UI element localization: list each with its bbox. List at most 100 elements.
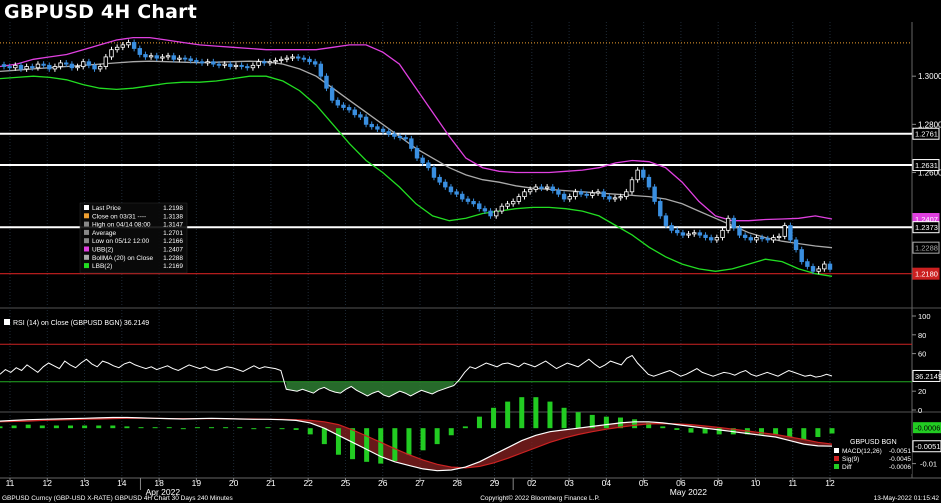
x-tick-label: 18 (154, 478, 164, 488)
candle-body (494, 210, 499, 217)
candle-body (312, 61, 318, 65)
y-tick-label: 1.2600 (918, 169, 941, 178)
legend-label: High on 04/14 08:00 (92, 222, 151, 229)
candle-body (245, 66, 250, 69)
candle-body (47, 64, 52, 70)
x-tick-label: 22 (303, 478, 313, 488)
x-tick-label: 11 (788, 478, 797, 488)
diff-bar (265, 427, 271, 429)
candle-body (1, 64, 7, 67)
macd-legend-swatch (834, 448, 839, 453)
diff-bar (321, 428, 327, 445)
candle-body (431, 167, 437, 178)
diff-bar (138, 427, 144, 429)
diff-bar (293, 428, 299, 430)
candle-body (256, 61, 261, 66)
rsi-oversold-fill (286, 381, 454, 397)
x-tick-label: 20 (229, 478, 239, 488)
candle-body (788, 225, 793, 241)
legend-value: 1.2407 (163, 247, 183, 254)
diff-bar (209, 427, 215, 429)
candle-body (64, 62, 69, 65)
diff-bar (307, 428, 313, 435)
candle-body (375, 126, 380, 130)
diff-bar (237, 427, 243, 429)
legend-swatch (84, 263, 89, 269)
candle-body (505, 203, 510, 207)
candle-body (216, 63, 222, 66)
x-tick-label: 29 (490, 478, 500, 488)
footer: GBPUSD Curncy (GBP-USD X-RATE) GBPUSD 4H… (2, 494, 939, 502)
candle-body (358, 114, 363, 118)
candle-body (182, 57, 188, 60)
candle-body (692, 232, 697, 235)
candle-body (550, 186, 555, 191)
candle-body (148, 55, 154, 58)
candle-body (7, 66, 12, 69)
candle-body (624, 191, 629, 198)
candle-body (397, 135, 403, 138)
candle-body (448, 186, 454, 193)
candle-body (759, 237, 765, 240)
legend-label: LBB(2) (92, 263, 112, 270)
macd-panel: -0.01 -0.0006 -0.0051 GBPUSD BGN MACD(12,26)… (0, 397, 941, 474)
price-tag (912, 241, 940, 254)
candle-body (137, 48, 142, 55)
diff-bar (519, 397, 525, 429)
x-tick-label: 13 (80, 478, 90, 488)
candle-body (595, 191, 601, 194)
candle-body (409, 138, 414, 149)
candle-body (69, 63, 75, 69)
candle-body (392, 133, 397, 137)
price-tag-label: 1.2407 (915, 215, 938, 224)
candle-body (510, 201, 516, 205)
candle-body (103, 56, 109, 67)
candle-body (539, 186, 544, 189)
price-tag (912, 221, 940, 234)
diff-bar (194, 427, 200, 429)
candle-body (827, 263, 833, 270)
legend-swatch (84, 213, 89, 219)
candle-body (205, 61, 210, 64)
diff-tag (913, 422, 941, 434)
macd-tag (912, 440, 941, 453)
diff-bar (801, 428, 807, 440)
candle-body (86, 61, 92, 66)
candle-body (652, 186, 657, 202)
macd-line (0, 416, 833, 472)
candle-body (454, 191, 459, 195)
price-tag (912, 159, 940, 172)
rsi-label: RSI (14) on Close (GBPUSD BGN) 36.2149 (13, 320, 149, 327)
candle-body (13, 64, 18, 69)
legend-swatch (84, 246, 89, 252)
diff-bar (82, 425, 88, 429)
diff-bar (462, 426, 468, 429)
candle-body (522, 191, 527, 198)
diff-bar (335, 428, 341, 455)
rsi-line (0, 354, 833, 398)
diff-bar (251, 428, 257, 430)
diff-bar (632, 419, 638, 429)
diff-bar (53, 425, 59, 429)
candle-body (41, 63, 46, 66)
rsi-legend-swatch (4, 319, 10, 325)
diff-bar (448, 428, 454, 436)
candle-body (403, 137, 408, 140)
y-tick-label: 1.2800 (918, 120, 941, 129)
macd-signal-fill (0, 417, 832, 471)
candle-body (154, 55, 159, 59)
candle-body (629, 179, 635, 193)
diff-bar (434, 428, 440, 445)
candle-body (799, 249, 804, 263)
candle-body (816, 268, 821, 272)
candle-body (810, 266, 816, 272)
candle-body (635, 169, 640, 181)
candle-body (737, 227, 742, 236)
price-tag-label: 1.2631 (915, 161, 938, 170)
candle-body (239, 64, 244, 67)
candle-body (177, 57, 182, 60)
x-tick-label: 28 (453, 478, 463, 488)
candle-body (703, 234, 708, 238)
legend-value: 1.2701 (163, 230, 183, 237)
